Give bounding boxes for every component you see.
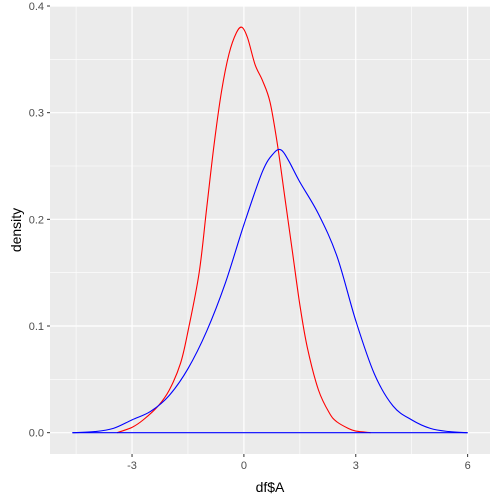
y-tick-label: 0.0 [29, 428, 44, 440]
density-series-line-2 [72, 148, 468, 434]
density-series-line-1 [116, 26, 371, 434]
x-axis-title: df$A [256, 479, 285, 495]
grid-minor [50, 6, 490, 454]
y-tick-label: 0.3 [29, 108, 44, 120]
x-tick-label: 3 [353, 460, 359, 472]
x-tick-label: -3 [127, 460, 137, 472]
x-axis: -3 0 3 6 [127, 454, 471, 472]
plot-panel [50, 6, 490, 454]
y-axis-title: density [8, 208, 24, 252]
y-axis: 0.0 0.1 0.2 0.3 0.4 [29, 1, 50, 440]
y-tick-label: 0.1 [29, 321, 44, 333]
x-tick-label: 6 [465, 460, 471, 472]
y-tick-label: 0.4 [29, 1, 44, 13]
series-layer [72, 26, 468, 434]
y-tick-label: 0.2 [29, 214, 44, 226]
x-tick-label: 0 [241, 460, 247, 472]
